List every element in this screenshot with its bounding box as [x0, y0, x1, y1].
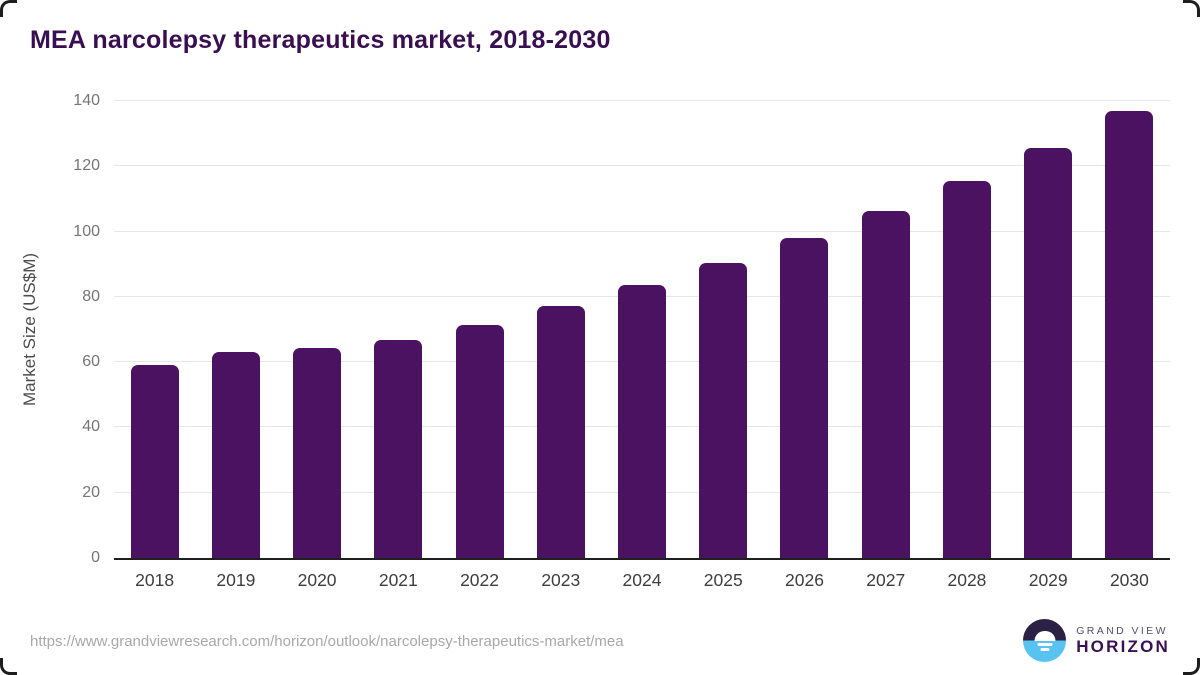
bar-2030	[1105, 111, 1154, 558]
y-tick-label-100: 100	[73, 222, 100, 240]
y-tick-label-120: 120	[73, 157, 100, 175]
bar-2024	[618, 285, 667, 558]
bar-2026	[780, 238, 829, 558]
bar-series	[114, 101, 1170, 558]
bar-2029	[1024, 147, 1073, 558]
bar-2028	[942, 181, 991, 558]
y-tick-label-60: 60	[82, 353, 100, 371]
x-tick-label-2021: 2021	[378, 570, 418, 590]
x-axis-tick-labels: 2018 2019 2020 2021 2022 2023 2024 2025 2026 2027…	[114, 570, 1170, 591]
x-tick-label-2025: 2025	[703, 570, 743, 590]
bar-band-2020	[276, 101, 357, 558]
x-tick-label-2030: 2030	[1109, 570, 1149, 590]
bar-2020	[293, 348, 342, 558]
bar-band-2018	[114, 101, 195, 558]
rounded-corner-mark	[1183, 658, 1200, 675]
bar-2018	[130, 365, 179, 558]
logo-text-grand-view: GRAND VIEW	[1076, 624, 1168, 637]
y-tick-label-20: 20	[82, 483, 100, 501]
y-tick-label-0: 0	[91, 549, 100, 566]
x-tick-label-2024: 2024	[622, 570, 662, 590]
bar-2025	[699, 262, 748, 558]
gridline-120	[114, 165, 1170, 167]
x-tick-label-2019: 2019	[216, 570, 256, 590]
rounded-corner-mark	[0, 0, 17, 17]
bar-band-2021	[358, 101, 439, 558]
bar-band-2023	[520, 101, 601, 558]
y-tick-label-40: 40	[82, 418, 100, 436]
x-tick-label-2022: 2022	[460, 570, 500, 590]
logo-text: GRAND VIEW HORIZON	[1076, 625, 1170, 657]
bar-band-2030	[1089, 101, 1170, 558]
bar-band-2028	[926, 101, 1007, 558]
plot-area	[114, 100, 1170, 560]
y-axis-tick-labels: 0 20 40 60 80 100 120 140	[0, 93, 100, 566]
sun-reflection-bar	[1037, 643, 1053, 646]
chart-title: MEA narcolepsy therapeutics market, 2018…	[30, 26, 611, 54]
x-tick-label-2028: 2028	[947, 570, 987, 590]
x-tick-label-2023: 2023	[541, 570, 581, 590]
gridline-140	[114, 100, 1170, 101]
x-tick-label-2027: 2027	[866, 570, 906, 590]
bar-band-2029	[1008, 101, 1089, 558]
grand-view-horizon-logo: GRAND VIEW HORIZON	[1023, 619, 1170, 662]
bar-2021	[374, 339, 423, 558]
bar-band-2022	[439, 101, 520, 558]
bar-band-2024	[601, 101, 682, 558]
sun-dome-shape	[1034, 630, 1056, 641]
sun-reflection-bar	[1040, 648, 1050, 651]
rounded-corner-mark	[1183, 0, 1200, 17]
x-tick-label-2020: 2020	[297, 570, 337, 590]
x-tick-label-2026: 2026	[785, 570, 824, 590]
bar-2019	[211, 351, 260, 558]
gridline-100	[114, 230, 1170, 232]
bar-2023	[536, 305, 585, 558]
bar-band-2025	[683, 101, 764, 558]
bar-2027	[861, 211, 910, 558]
rounded-corner-mark	[0, 658, 17, 675]
x-tick-label-2029: 2029	[1028, 570, 1068, 590]
bar-2022	[455, 324, 504, 558]
y-tick-label-80: 80	[82, 287, 100, 305]
bar-band-2026	[764, 101, 845, 558]
bar-band-2027	[845, 101, 926, 558]
horizon-sun-icon	[1023, 619, 1067, 662]
y-tick-label-140: 140	[73, 92, 100, 109]
source-url: https://www.grandviewresearch.com/horizo…	[30, 633, 624, 650]
x-tick-label-2018: 2018	[135, 570, 175, 590]
bar-band-2019	[195, 101, 276, 558]
logo-text-horizon: HORIZON	[1076, 636, 1170, 656]
